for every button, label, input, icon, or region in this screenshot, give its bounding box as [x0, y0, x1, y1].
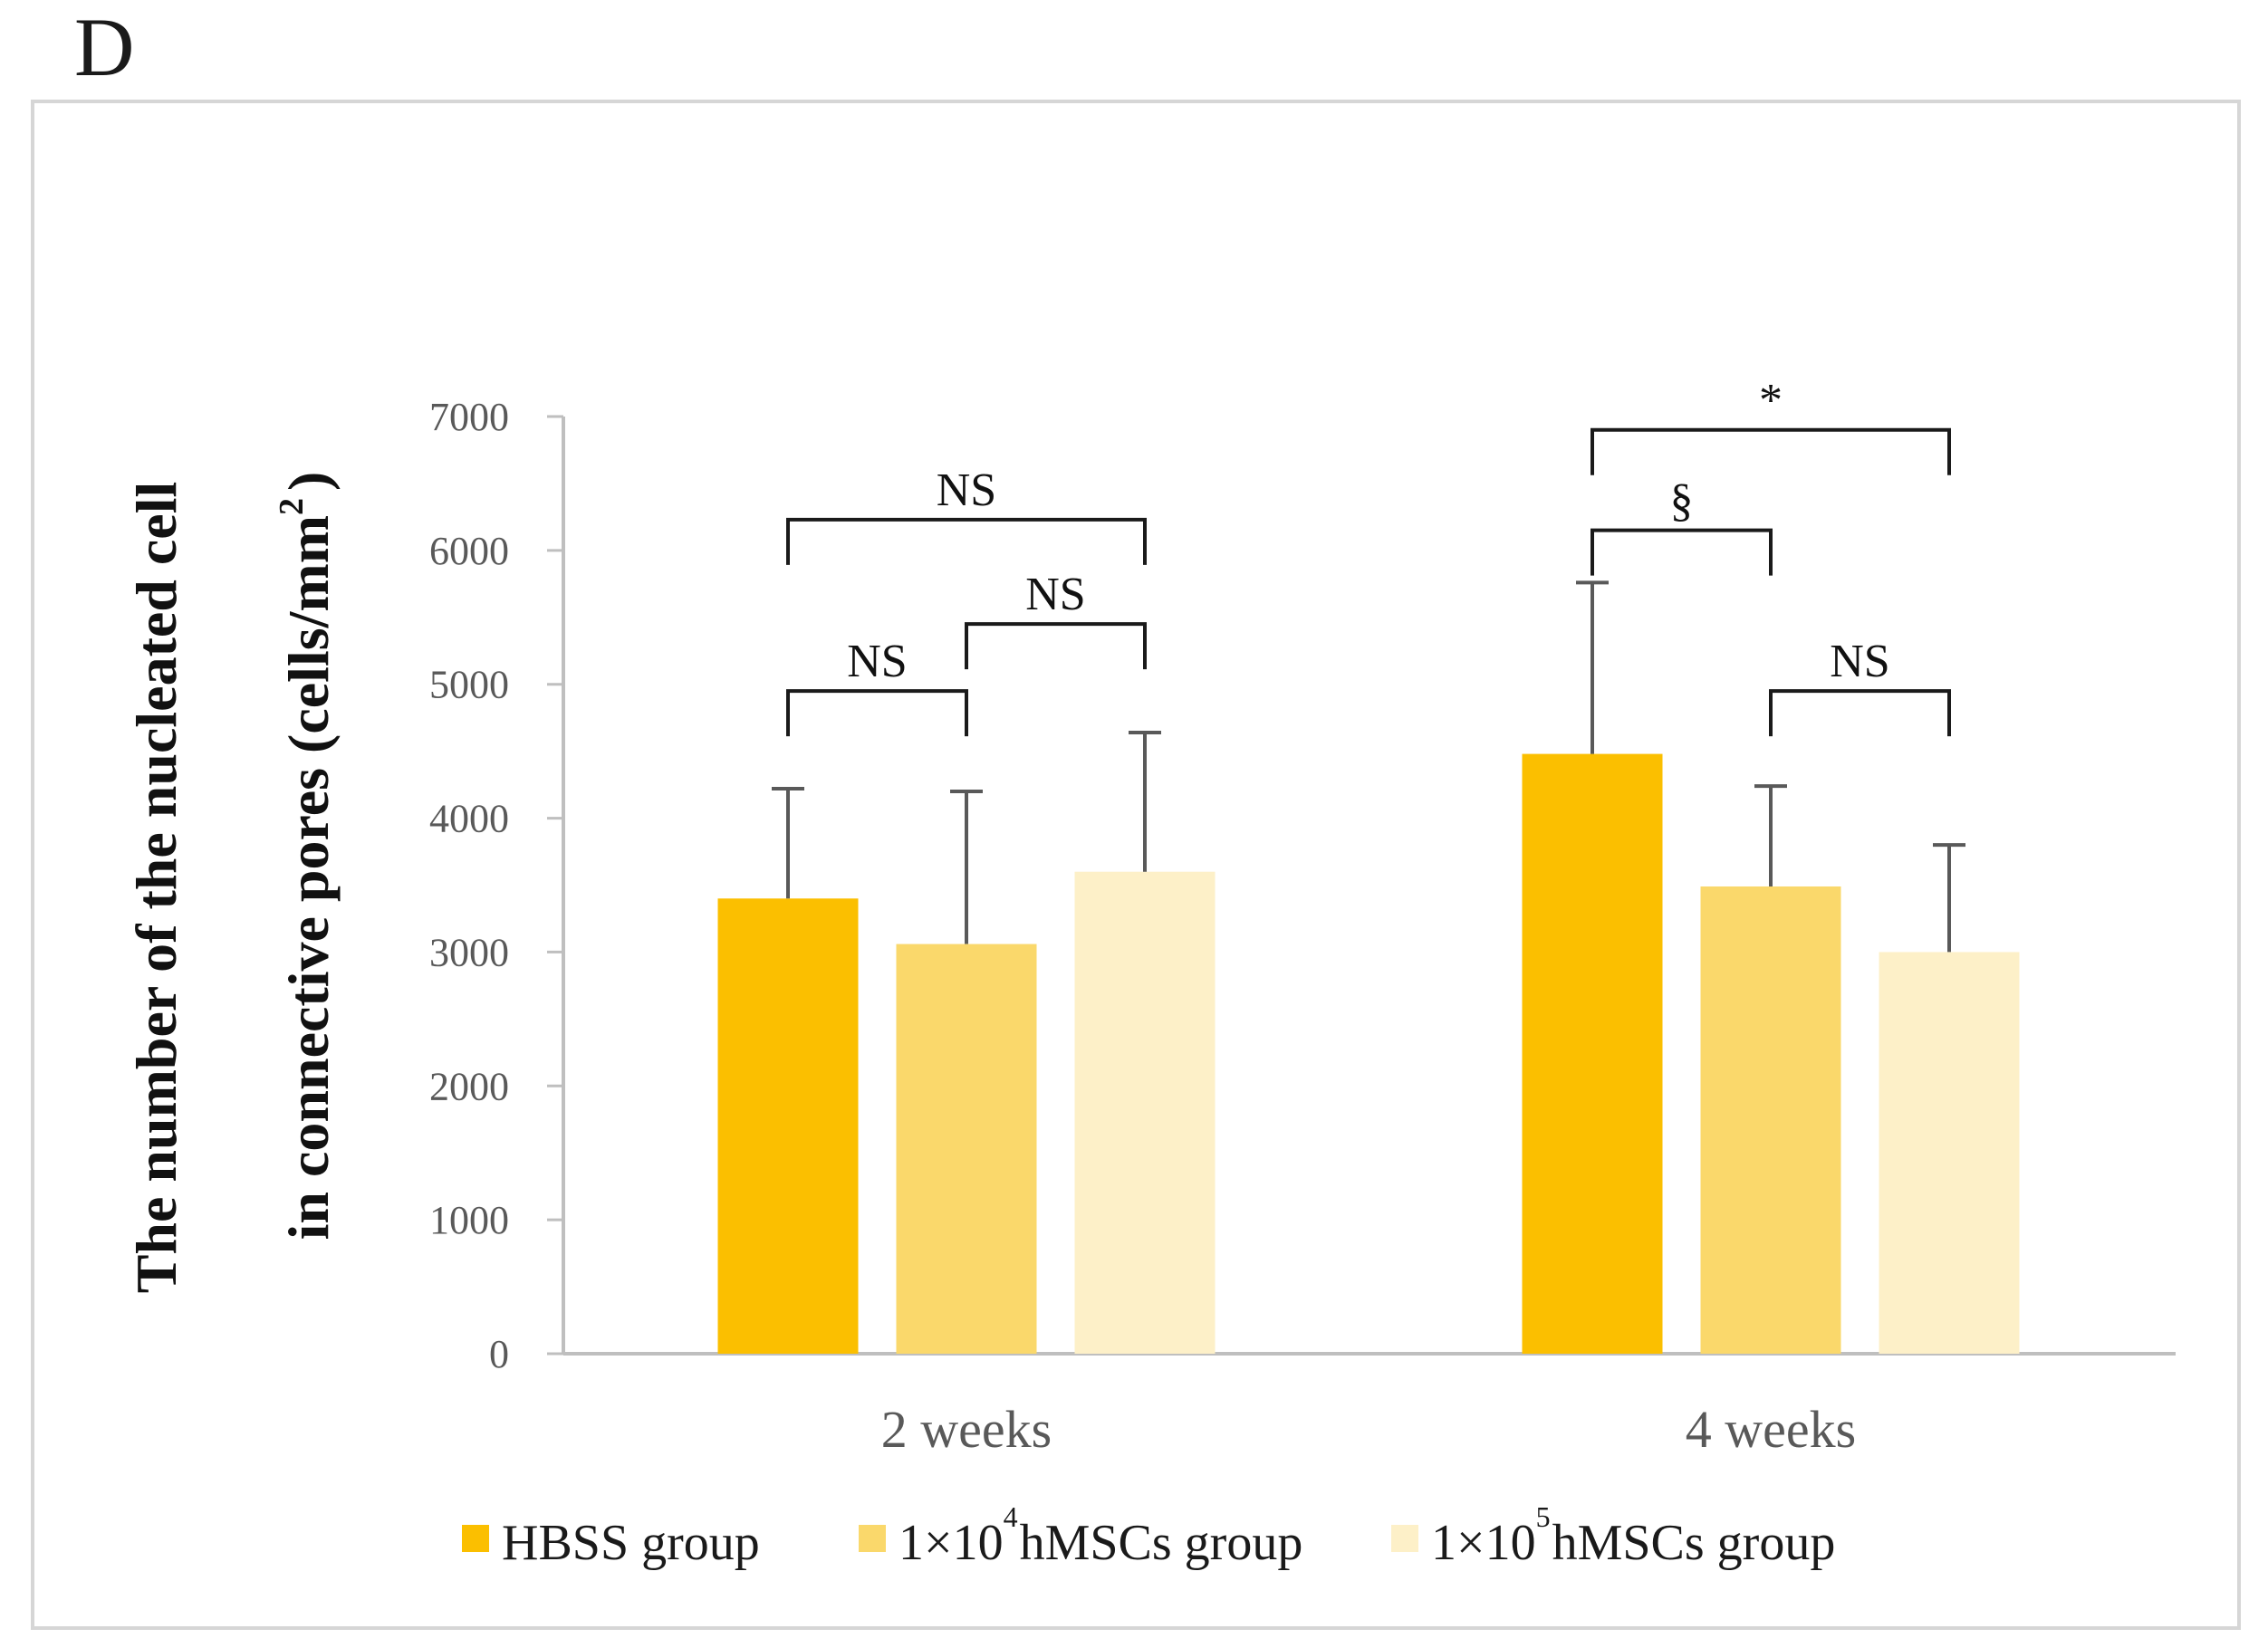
y-tick-label: 2000 — [429, 1064, 509, 1108]
significance-label: * — [1759, 375, 1783, 426]
significance-label: NS — [1025, 569, 1085, 620]
significance-bracket — [1769, 689, 1951, 737]
y-tick-label: 3000 — [429, 930, 509, 974]
legend-label-superscript: 5 — [1536, 1500, 1551, 1533]
legend-label-superscript: 4 — [1004, 1500, 1018, 1533]
y-tick-label: 4000 — [429, 797, 509, 841]
y-axis-title-line2: in connective pores (cells/mm2) — [273, 472, 341, 1241]
legend-label-3: 1×105hMSCs group — [1431, 1500, 1835, 1571]
y-axis-title-unit-superscript: 2 — [273, 498, 311, 515]
legend-swatch-3 — [1391, 1525, 1418, 1552]
x-category-label: 4 weeks — [1686, 1400, 1856, 1459]
significance-label: NS — [937, 465, 996, 516]
y-axis-title-unit-main: in connective pores (cells/mm — [276, 515, 341, 1240]
legend-label-1: HBSS group — [502, 1515, 760, 1571]
significance-bracket — [1590, 427, 1951, 475]
bar-2-weeks-series-3 — [1074, 871, 1216, 1354]
chart-frame — [31, 100, 2241, 1630]
y-axis-title-unit-close: ) — [276, 472, 341, 491]
significance-bracket — [965, 622, 1147, 670]
x-category-label: 2 weeks — [881, 1400, 1052, 1459]
y-tick-label: 5000 — [429, 663, 509, 707]
significance-label: § — [1670, 475, 1694, 527]
y-tick-label: 7000 — [429, 395, 509, 439]
bar-4-weeks-series-3 — [1879, 952, 2020, 1354]
bar-2-weeks-series-2 — [896, 944, 1037, 1354]
legend-swatch-1 — [462, 1525, 489, 1552]
legend-label-main: HBSS group — [502, 1515, 760, 1571]
significance-label: NS — [1830, 636, 1889, 687]
legend-label-rest: hMSCs group — [1552, 1515, 1836, 1571]
legend-swatch-2 — [859, 1525, 886, 1552]
legend-label-main: 1×10 — [1431, 1515, 1536, 1571]
bar-4-weeks-series-2 — [1700, 886, 1841, 1354]
y-tick-label: 0 — [489, 1332, 509, 1376]
bar-4-weeks-series-1 — [1522, 753, 1663, 1354]
significance-bracket — [786, 689, 968, 737]
panel-label: D — [74, 1, 135, 93]
legend-label-main: 1×10 — [899, 1515, 1004, 1571]
significance-bracket — [786, 517, 1147, 565]
y-tick-label: 1000 — [429, 1198, 509, 1242]
bar-2-weeks-series-1 — [717, 898, 859, 1354]
significance-bracket — [1590, 528, 1773, 576]
y-tick-label: 6000 — [429, 529, 509, 573]
significance-label: NS — [847, 636, 907, 687]
y-axis-title-line1: The number of the nucleated cell — [124, 482, 188, 1294]
legend-label-rest: hMSCs group — [1020, 1515, 1303, 1571]
legend-label-2: 1×104hMSCs group — [899, 1500, 1302, 1571]
